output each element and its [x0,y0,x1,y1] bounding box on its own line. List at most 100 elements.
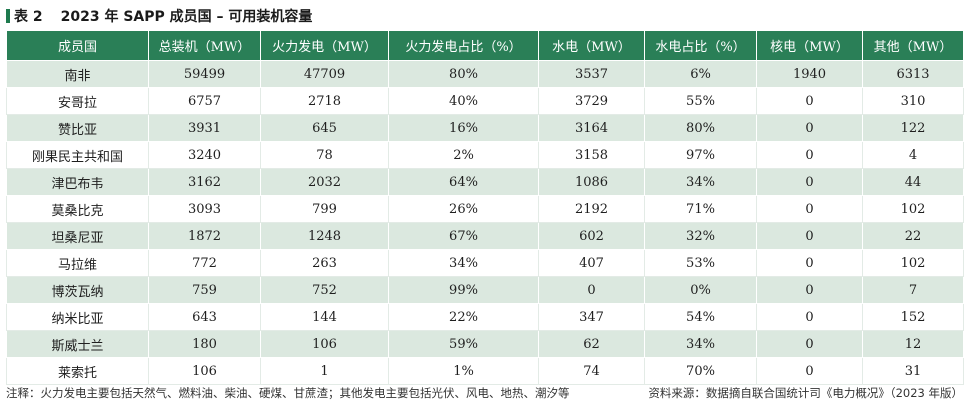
value-cell: 2192 [538,195,645,223]
header-row: 成员国 总装机（MW） 火力发电（MW） 火力发电占比（%） 水电（MW） 水电占比（%）… [6,30,964,61]
value-cell: 55% [644,87,757,115]
table-row: 纳米比亚 643 144 22% 347 54% 0 152 [6,303,964,331]
table-row: 赞比亚 3931 645 16% 3164 80% 0 122 [6,114,964,142]
table-row: 莫桑比克 3093 799 26% 2192 71% 0 102 [6,195,964,223]
value-cell: 3240 [148,141,261,169]
value-cell: 0 [756,303,863,331]
value-cell: 47709 [260,60,389,88]
table-row: 莱索托 106 1 1% 74 70% 0 31 [6,357,964,385]
value-cell: 0% [644,276,757,304]
country-cell: 博茨瓦纳 [6,276,149,304]
value-cell: 0 [756,195,863,223]
value-cell: 26% [388,195,539,223]
value-cell: 6757 [148,87,261,115]
value-cell: 31 [862,357,964,385]
value-cell: 2718 [260,87,389,115]
column-header: 火力发电（MW） [260,30,389,61]
value-cell: 0 [538,276,645,304]
table-row: 马拉维 772 263 34% 407 53% 0 102 [6,249,964,277]
value-cell: 0 [756,141,863,169]
value-cell: 2% [388,141,539,169]
column-header: 水电（MW） [538,30,645,61]
table-row: 刚果民主共和国 3240 78 2% 3158 97% 0 4 [6,141,964,169]
value-cell: 71% [644,195,757,223]
value-cell: 44 [862,168,964,196]
country-cell: 斯威士兰 [6,330,149,358]
column-header: 火力发电占比（%） [388,30,539,61]
value-cell: 80% [644,114,757,142]
table-row: 博茨瓦纳 759 752 99% 0 0% 0 7 [6,276,964,304]
column-header: 总装机（MW） [148,30,261,61]
title-marker [6,9,10,23]
value-cell: 102 [862,195,964,223]
country-cell: 马拉维 [6,249,149,277]
value-cell: 144 [260,303,389,331]
value-cell: 152 [862,303,964,331]
country-cell: 纳米比亚 [6,303,149,331]
value-cell: 4 [862,141,964,169]
value-cell: 62 [538,330,645,358]
value-cell: 407 [538,249,645,277]
country-cell: 刚果民主共和国 [6,141,149,169]
value-cell: 263 [260,249,389,277]
country-cell: 南非 [6,60,149,88]
table-row: 斯威士兰 180 106 59% 62 34% 0 12 [6,330,964,358]
value-cell: 12 [862,330,964,358]
country-cell: 莱索托 [6,357,149,385]
value-cell: 0 [756,357,863,385]
value-cell: 752 [260,276,389,304]
value-cell: 1248 [260,222,389,250]
value-cell: 3093 [148,195,261,223]
value-cell: 0 [756,87,863,115]
value-cell: 0 [756,114,863,142]
value-cell: 122 [862,114,964,142]
value-cell: 602 [538,222,645,250]
value-cell: 67% [388,222,539,250]
value-cell: 40% [388,87,539,115]
value-cell: 6313 [862,60,964,88]
column-header: 水电占比（%） [644,30,757,61]
value-cell: 3162 [148,168,261,196]
table-row: 安哥拉 6757 2718 40% 3729 55% 0 310 [6,87,964,115]
table-caption: 2023 年 SAPP 成员国 – 可用装机容量 [60,9,313,25]
value-cell: 347 [538,303,645,331]
value-cell: 22% [388,303,539,331]
value-cell: 32% [644,222,757,250]
table-row: 坦桑尼亚 1872 1248 67% 602 32% 0 22 [6,222,964,250]
value-cell: 34% [644,168,757,196]
value-cell: 70% [644,357,757,385]
value-cell: 799 [260,195,389,223]
value-cell: 78 [260,141,389,169]
value-cell: 3931 [148,114,261,142]
column-header: 核电（MW） [756,30,863,61]
value-cell: 106 [148,357,261,385]
value-cell: 3164 [538,114,645,142]
source-note: 资料来源：数据摘自联合国统计司《电力概况》（2023 年版） [648,386,963,400]
table-number: 表 2 [14,9,43,25]
value-cell: 759 [148,276,261,304]
country-cell: 津巴布韦 [6,168,149,196]
table-row: 津巴布韦 3162 2032 64% 1086 34% 0 44 [6,168,964,196]
value-cell: 0 [756,330,863,358]
value-cell: 34% [388,249,539,277]
value-cell: 2032 [260,168,389,196]
value-cell: 1940 [756,60,863,88]
country-cell: 安哥拉 [6,87,149,115]
column-header: 其他（MW） [862,30,964,61]
value-cell: 645 [260,114,389,142]
value-cell: 102 [862,249,964,277]
value-cell: 7 [862,276,964,304]
footnote: 注释：火力发电主要包括天然气、燃料油、柴油、硬煤、甘蔗渣；其他发电主要包括光伏、… [6,386,570,400]
value-cell: 80% [388,60,539,88]
value-cell: 99% [388,276,539,304]
value-cell: 0 [756,222,863,250]
value-cell: 0 [756,276,863,304]
value-cell: 16% [388,114,539,142]
column-header: 成员国 [6,30,149,61]
value-cell: 59% [388,330,539,358]
value-cell: 643 [148,303,261,331]
value-cell: 59499 [148,60,261,88]
value-cell: 106 [260,330,389,358]
capacity-table: 成员国 总装机（MW） 火力发电（MW） 火力发电占比（%） 水电（MW） 水电占比（%）… [6,30,964,385]
table-title: 表 2 2023 年 SAPP 成员国 – 可用装机容量 [6,6,312,26]
